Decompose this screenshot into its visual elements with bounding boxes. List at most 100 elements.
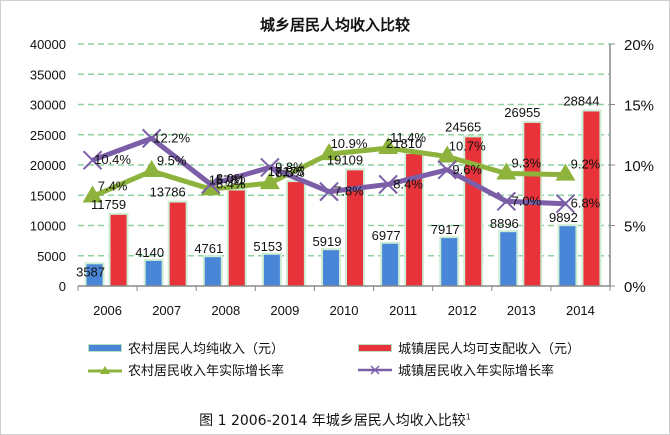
bar-rural-income (559, 226, 576, 286)
chart-title: 城乡居民人均收入比较 (259, 17, 410, 34)
bar-rural-income (145, 260, 162, 286)
data-label-rural-income: 3587 (76, 264, 105, 279)
legend-swatch-blue-bar (88, 343, 122, 352)
data-label-urban-growth: 9.6% (452, 162, 482, 177)
data-label-rural-growth: 7.4% (98, 178, 128, 193)
legend-label: 城镇居民收入年实际增长率 (398, 363, 555, 378)
x-tick-label: 2006 (93, 303, 122, 318)
marker-x (496, 191, 517, 212)
legend-item-urban-income: 城镇居民人均可支配收入（元） (358, 338, 580, 357)
x-tick-label: 2007 (152, 303, 181, 318)
y-left-tick-label: 0 (59, 279, 66, 294)
x-tick-label: 2011 (389, 303, 417, 318)
data-label-urban-income: 24565 (445, 119, 481, 134)
axes: 0 5000 10000 15000 20000 25000 30000 35000 40000… (30, 37, 654, 318)
bar-urban-income (583, 111, 600, 286)
data-label-rural-income: 9892 (549, 210, 578, 225)
y-left-tick-label: 20000 (30, 158, 66, 173)
bars (84, 109, 602, 287)
data-label-rural-income: 7917 (431, 222, 460, 237)
data-label-rural-growth: 9.5% (157, 153, 187, 168)
bar-rural-income (86, 264, 103, 286)
y-right-tick-label: 10% (624, 158, 654, 175)
growth-lines (82, 128, 576, 214)
data-label-rural-income: 4761 (194, 241, 223, 256)
marker-x (141, 128, 162, 149)
data-label-rural-growth: 11.4% (390, 130, 426, 145)
x-tick-label: 2013 (507, 303, 536, 318)
x-tick-label: 2014 (566, 303, 595, 318)
bar-urban-income (347, 170, 363, 286)
data-label-rural-growth: 9.3% (512, 155, 542, 170)
marker-x (437, 160, 457, 180)
data-label-urban-income: 21810 (386, 136, 422, 151)
marker-x (260, 157, 280, 178)
legend-label: 城镇居民人均可支配收入（元） (398, 341, 581, 356)
y-right-tick-label: 5% (624, 219, 646, 236)
data-label-rural-income: 4140 (135, 245, 164, 260)
marker-x (378, 174, 398, 195)
data-label-urban-income: 19109 (327, 152, 363, 167)
caption-text: 图 1 2006-2014 年城乡居民人均收入比较 (199, 413, 466, 429)
bar-rural-income (323, 250, 339, 286)
marker-x (319, 181, 339, 202)
data-label-urban-growth: 7.8% (334, 184, 364, 199)
bar-rural-income (263, 254, 280, 286)
y-left-tick-label: 35000 (30, 67, 66, 82)
data-label-rural-growth: 8.0% (216, 171, 246, 186)
y-right-tick-label: 15% (624, 98, 654, 115)
data-label-rural-income: 8896 (490, 216, 519, 231)
legend-item-rural-income: 农村居民人均纯收入（元） (88, 338, 284, 357)
data-label-urban-growth: 8.4% (393, 176, 423, 191)
legend-item-urban-growth: 城镇居民收入年实际增长率 (358, 360, 554, 379)
y-right-tick-label: 0% (624, 279, 646, 296)
y-left-tick-label: 10000 (30, 219, 66, 234)
legend-item-rural-growth: 农村居民收入年实际增长率 (88, 360, 284, 379)
data-label-urban-income: 28844 (563, 93, 599, 108)
bar-rural-income (382, 243, 399, 286)
y-left-tick-label: 5000 (37, 249, 66, 264)
data-label-urban-income: 17175 (268, 164, 304, 179)
data-label-urban-income: 26955 (504, 105, 540, 120)
data-label-urban-growth: 6.8% (571, 196, 601, 211)
bar-urban-income (228, 190, 245, 286)
marker-x (82, 150, 103, 170)
data-label-urban-income: 15781 (209, 173, 245, 188)
x-tick-label: 2012 (448, 303, 477, 318)
gridlines (78, 43, 610, 257)
x-tick-label: 2008 (211, 303, 240, 318)
marker-triangle (82, 185, 103, 203)
marker-x (201, 174, 221, 195)
data-label-urban-growth: 9.8% (275, 159, 305, 174)
x-marker-icon (358, 364, 392, 375)
data-label-rural-growth: 8.5% (275, 165, 305, 180)
marker-triangle (319, 143, 339, 161)
marker-triangle (437, 145, 458, 163)
data-label-urban-income: 13786 (150, 185, 186, 200)
bar-urban-income (406, 154, 423, 286)
legend-swatch-red-bar (358, 343, 392, 352)
data-label-rural-growth: 10.9% (331, 136, 368, 151)
marker-triangle (141, 160, 162, 178)
x-tick-label: 2010 (330, 303, 359, 318)
data-label-rural-growth: 9.2% (571, 157, 601, 172)
y-left-tick-label: 25000 (30, 128, 66, 143)
data-label-urban-growth: 8.4% (216, 176, 246, 191)
bar-urban-income (465, 137, 482, 286)
data-labels: 3587 4140 4761 5153 5919 6977 7917 8896 9892 1175… (76, 93, 601, 279)
marker-triangle (259, 172, 280, 190)
marker-triangle (496, 162, 517, 180)
y-left-tick-label: 15000 (30, 188, 66, 203)
data-label-urban-income: 11759 (91, 197, 126, 212)
bar-rural-income (204, 257, 221, 286)
data-label-rural-growth: 10.7% (449, 139, 486, 154)
bar-urban-income (287, 182, 304, 286)
figure-caption: 图 1 2006-2014 年城乡居民人均收入比较1 (0, 410, 670, 430)
bar-urban-income (110, 214, 127, 286)
marker-triangle (555, 163, 576, 181)
data-label-rural-income: 5153 (253, 239, 282, 254)
footnote-mark: 1 (465, 412, 471, 422)
data-label-urban-growth: 12.2% (153, 130, 190, 145)
triangle-marker-icon (88, 365, 122, 374)
